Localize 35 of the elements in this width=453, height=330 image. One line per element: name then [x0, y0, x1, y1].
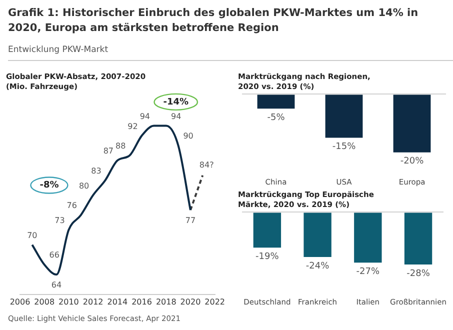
data-label: 70	[27, 230, 38, 240]
data-label: -27%	[356, 266, 380, 277]
annotation: -8%	[40, 180, 59, 191]
x-tick-label: 2006	[10, 297, 30, 306]
x-tick-label: 2022	[204, 297, 225, 306]
data-label: 66	[49, 250, 60, 260]
data-label: 73	[54, 216, 65, 225]
data-label: 64	[51, 280, 62, 290]
data-label: -15%	[332, 142, 356, 152]
x-tick-label: 2018	[156, 297, 176, 306]
data-label: 80	[78, 181, 90, 190]
x-tick-label: 2016	[132, 297, 152, 306]
data-label: 90	[183, 132, 194, 141]
data-label: -19%	[256, 252, 280, 262]
data-label: -24%	[306, 261, 330, 272]
data-label: 92	[128, 122, 138, 131]
text: Entwicklung PKW-Markt	[8, 45, 453, 61]
data-label: 87	[103, 146, 114, 156]
x-tick-label: 2012	[82, 297, 104, 306]
text: Grafik 1: Historischer Einbruch des globalen PKW-Marktes um 14% in 2020, Europa am stärksten betroffene Region	[8, 6, 420, 36]
data-label: 83	[91, 166, 102, 176]
data-label: 88	[115, 142, 126, 151]
data-label: -20%	[400, 156, 424, 167]
data-label: 94	[140, 112, 150, 121]
text: -14%	[163, 97, 188, 108]
x-tick-label: 2008	[34, 297, 55, 306]
data-label: -28%	[406, 268, 430, 279]
data-label: -5%	[267, 112, 286, 123]
data-label: 76	[66, 201, 77, 210]
x-tick-label: 2010	[58, 297, 79, 306]
x-tick-label: 2020	[180, 297, 201, 306]
data-label: 84?	[199, 160, 214, 170]
data-label: 77	[185, 216, 196, 226]
data-label: 94	[171, 112, 182, 121]
x-tick-label: 2014	[107, 297, 128, 306]
